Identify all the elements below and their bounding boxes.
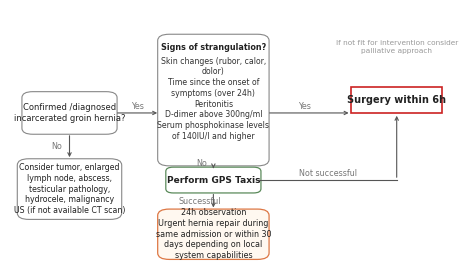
Text: Yes: Yes <box>298 102 311 111</box>
Text: Surgery within 6h: Surgery within 6h <box>347 95 446 105</box>
Text: Skin changes (rubor, calor,
dolor)
Time since the onset of
symptoms (over 24h)
P: Skin changes (rubor, calor, dolor) Time … <box>157 57 269 141</box>
Text: Consider tumor, enlarged
lymph node, abscess,
testicular pathology,
hydrocele, m: Consider tumor, enlarged lymph node, abs… <box>14 163 125 215</box>
FancyBboxPatch shape <box>166 167 261 193</box>
Text: Yes: Yes <box>131 102 144 111</box>
Text: No: No <box>196 159 207 168</box>
Text: No: No <box>51 142 62 151</box>
Text: Not successful: Not successful <box>299 169 356 178</box>
FancyBboxPatch shape <box>158 209 269 259</box>
Text: Confirmed /diagnosed
incarcerated groin hernia?: Confirmed /diagnosed incarcerated groin … <box>14 103 125 123</box>
Text: If not fit for intervention consider
palliative approach: If not fit for intervention consider pal… <box>336 40 458 54</box>
FancyBboxPatch shape <box>22 92 117 134</box>
FancyBboxPatch shape <box>17 159 122 219</box>
Bar <box>351 87 442 113</box>
Text: Perform GPS Taxis: Perform GPS Taxis <box>167 176 260 185</box>
FancyBboxPatch shape <box>158 34 269 166</box>
Text: Successful: Successful <box>178 197 221 206</box>
Text: Signs of strangulation?: Signs of strangulation? <box>161 43 266 52</box>
Text: 24h observation
Urgent hernia repair during
same admission or within 30
days dep: 24h observation Urgent hernia repair dur… <box>155 208 271 260</box>
